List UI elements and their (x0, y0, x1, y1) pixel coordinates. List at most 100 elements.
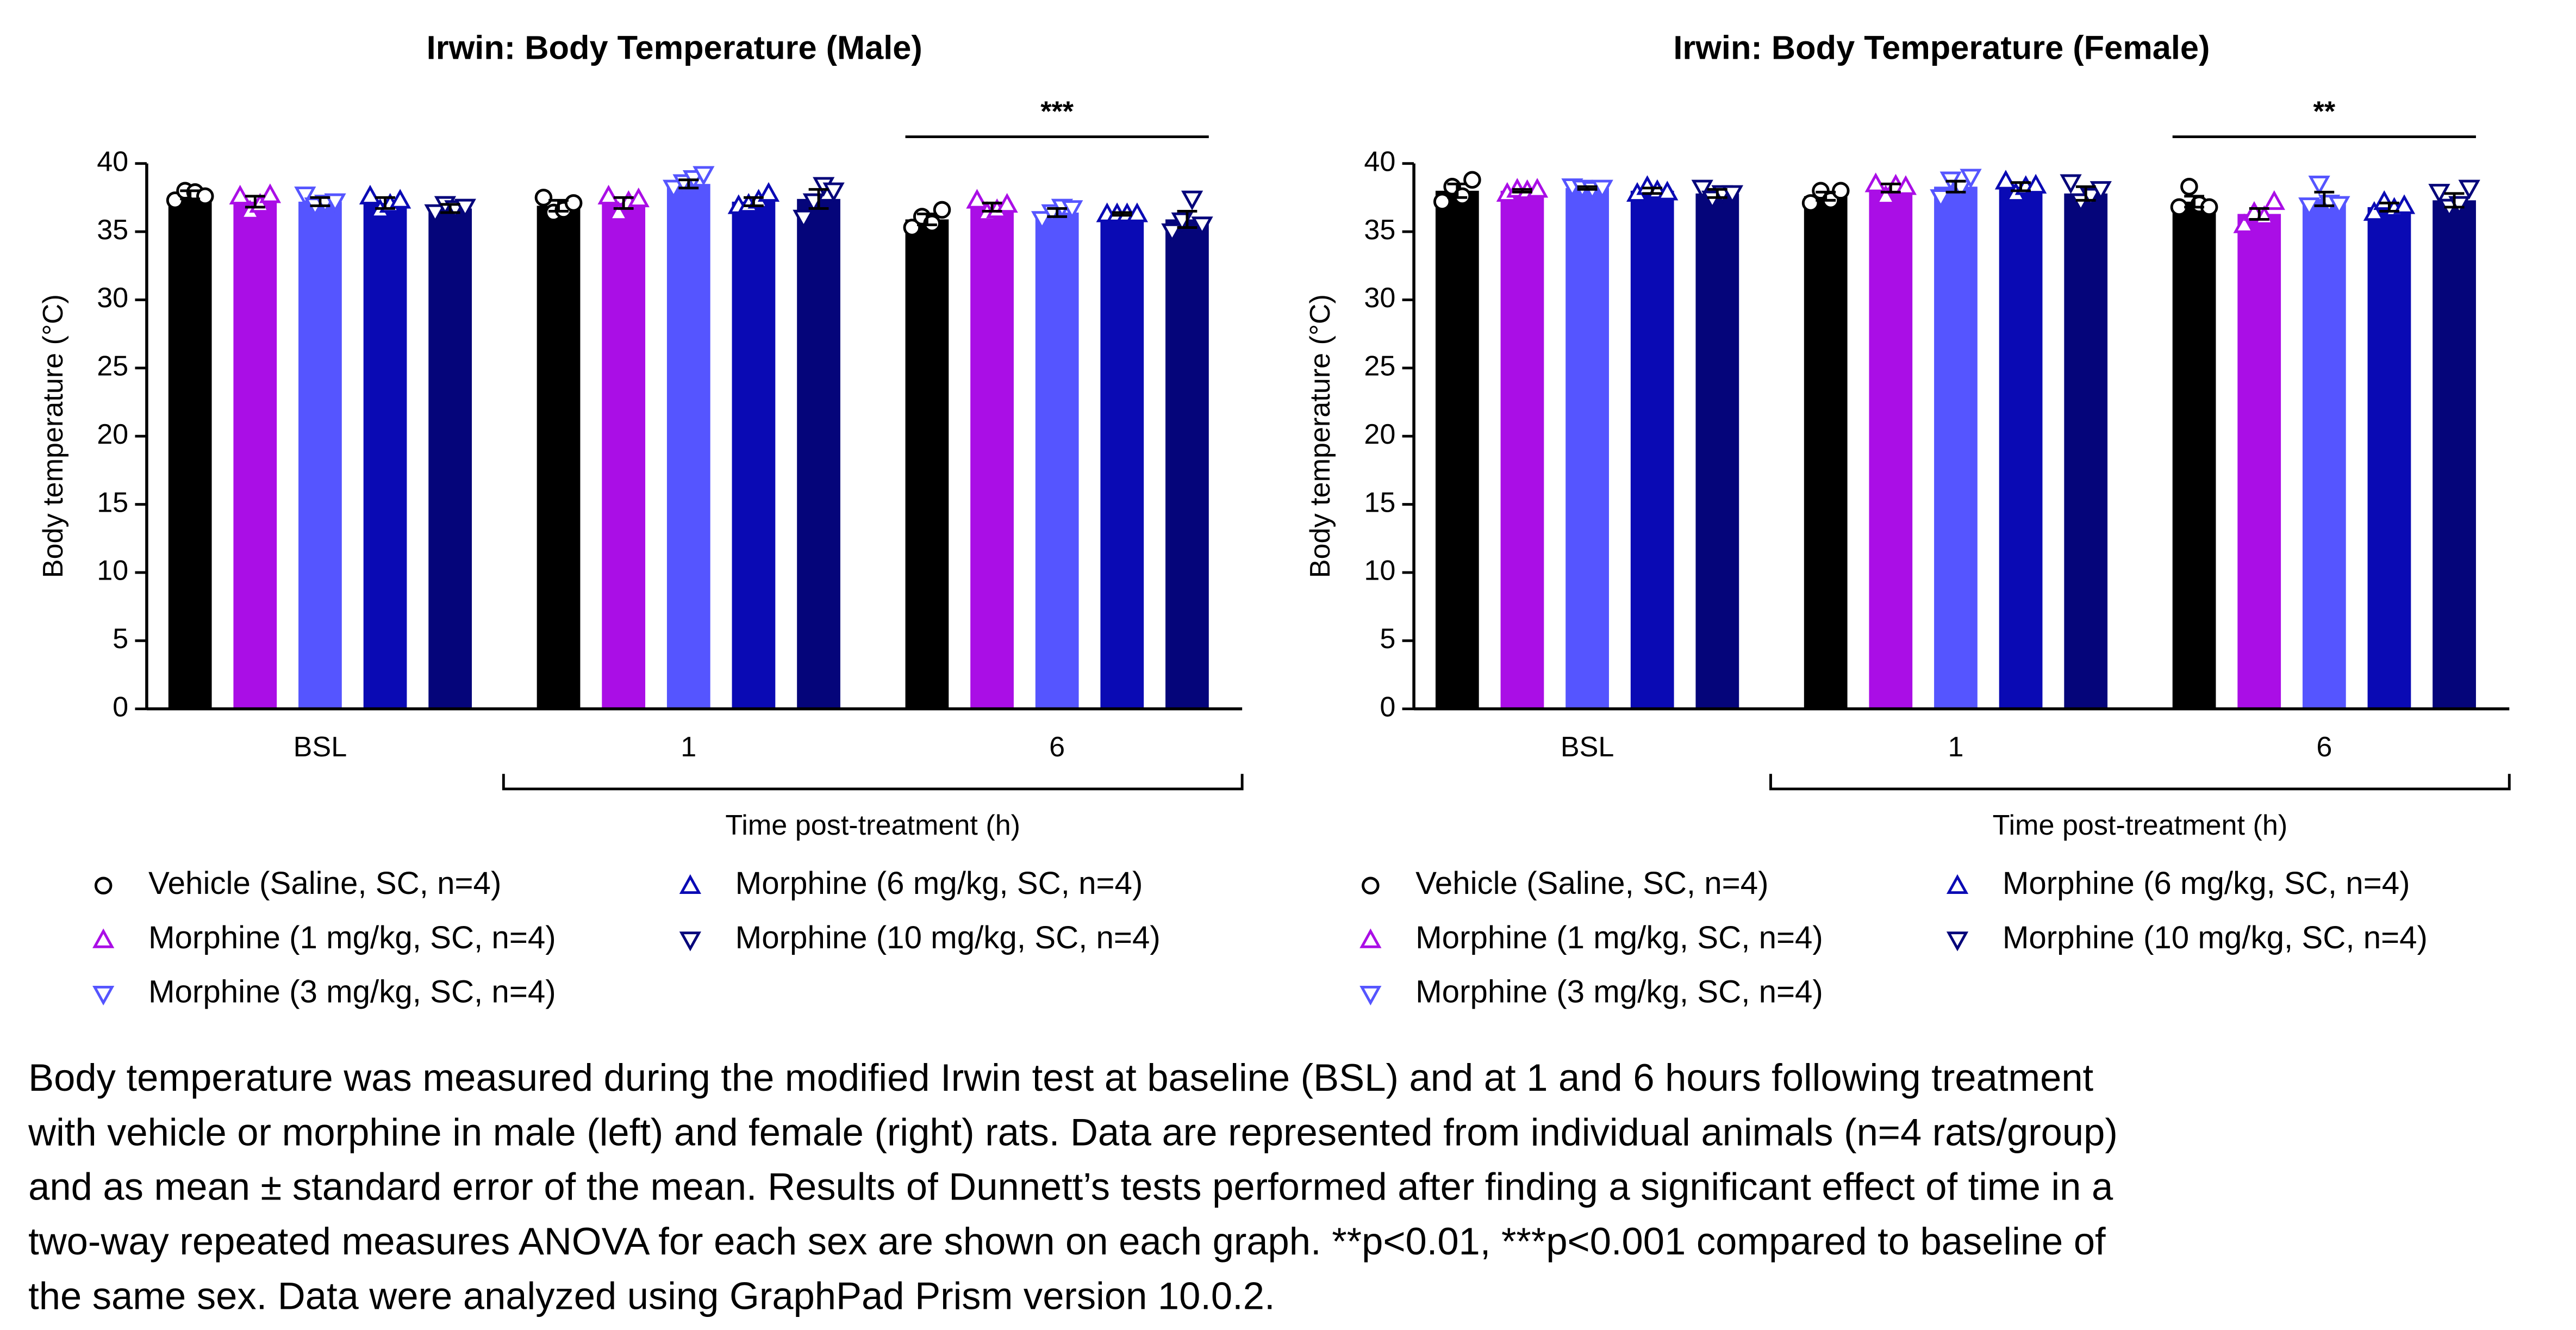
data-point (424, 204, 446, 224)
legend-marker (679, 931, 701, 952)
data-point (1433, 192, 1451, 211)
x-axis-label: Time post-treatment (h) (1993, 810, 2288, 841)
data-point (2308, 176, 2330, 196)
bar (1100, 214, 1144, 709)
bar (1695, 193, 1739, 709)
caption-line: with vehicle or morphine in male (left) … (28, 1110, 2118, 1153)
data-point (663, 179, 685, 200)
error-bar (1945, 179, 1966, 194)
data-point (1894, 175, 1917, 195)
data-point (1721, 185, 1744, 205)
error-bar (1577, 185, 1598, 191)
legend-marker (92, 985, 115, 1006)
data-point (1691, 179, 1713, 200)
x-tick-label: 6 (1049, 731, 1065, 763)
legend-label: Morphine (3 mg/kg, SC, n=4) (1415, 974, 1823, 1010)
bar (168, 195, 212, 709)
data-point (966, 189, 988, 209)
data-point (1832, 182, 1850, 200)
y-tick-label: 10 (1364, 555, 1395, 587)
significance-label: ** (2313, 96, 2336, 127)
legend-label: Morphine (6 mg/kg, SC, n=4) (2003, 866, 2410, 901)
data-point (534, 189, 553, 207)
data-point (2393, 194, 2416, 214)
legend-marker (1362, 877, 1380, 895)
error-bar (2011, 181, 2031, 192)
bar (1035, 212, 1079, 709)
data-point (793, 209, 815, 229)
data-point (359, 184, 382, 205)
data-point (996, 192, 1018, 213)
y-axis-label: Body temperature (°C) (38, 294, 69, 578)
data-point (324, 193, 346, 213)
error-bar (1642, 187, 1663, 195)
y-tick-label: 40 (97, 146, 128, 177)
data-point (259, 183, 282, 203)
bar (1934, 187, 1978, 709)
data-point (294, 187, 316, 207)
bar (2367, 207, 2411, 709)
data-point (1526, 178, 1549, 198)
data-point (1463, 171, 1481, 189)
data-point (2090, 181, 2112, 201)
data-point (1864, 172, 1887, 192)
y-tick-label: 40 (1364, 146, 1395, 177)
error-bar (440, 203, 460, 214)
data-point (597, 184, 620, 205)
bar (2432, 200, 2476, 709)
data-point (2263, 190, 2285, 210)
bar (428, 208, 472, 709)
y-tick-label: 30 (1364, 282, 1395, 314)
error-bar (2184, 195, 2204, 209)
y-tick-label: 25 (1364, 351, 1395, 382)
data-point (2363, 201, 2385, 221)
y-tick-label: 0 (113, 691, 128, 723)
y-axis-label: Body temperature (°C) (1305, 294, 1336, 578)
x-tick-label: BSL (1561, 731, 1614, 763)
y-tick-label: 20 (1364, 419, 1395, 450)
data-point (2060, 174, 2082, 194)
data-point (903, 219, 921, 237)
error-bar (310, 196, 330, 207)
x-bracket (1769, 774, 2511, 791)
caption-line: and as mean ± standard error of the mean… (28, 1165, 2113, 1208)
legend-marker (1359, 985, 1382, 1006)
error-bar (1177, 209, 1197, 229)
data-point (1656, 181, 1679, 201)
legend-label: Morphine (1 mg/kg, SC, n=4) (1415, 920, 1823, 955)
bar (363, 203, 407, 709)
bar (1999, 187, 2043, 709)
y-tick-label: 20 (97, 419, 128, 450)
data-point (2233, 213, 2255, 233)
legend-marker (1359, 928, 1382, 948)
error-bar (180, 189, 201, 201)
y-tick-label: 35 (1364, 214, 1395, 246)
y-tick-label: 0 (1380, 691, 1395, 723)
bar (905, 219, 949, 709)
bar (602, 203, 646, 709)
error-bar (1512, 188, 1532, 194)
bar (732, 201, 776, 709)
data-point (693, 166, 715, 186)
data-point (389, 189, 411, 209)
error-bar (2314, 190, 2335, 207)
data-point (822, 182, 845, 202)
x-tick-label: 6 (2316, 731, 2332, 763)
x-bracket (502, 774, 1244, 791)
y-tick-label: 5 (113, 623, 128, 655)
error-bar (678, 178, 699, 190)
data-point (1801, 194, 1820, 212)
legend-label: Morphine (10 mg/kg, SC, n=4) (2003, 920, 2428, 955)
legend-marker (94, 877, 113, 895)
data-point (1930, 189, 1952, 209)
error-bar (2379, 201, 2399, 213)
data-point (607, 201, 630, 221)
y-tick-label: 30 (97, 282, 128, 314)
bar (797, 198, 840, 709)
caption-line: two-way repeated measures ANOVA for each… (28, 1220, 2106, 1263)
error-bar (548, 198, 569, 213)
error-bar (808, 188, 829, 210)
caption-line: Body temperature was measured during the… (28, 1056, 2093, 1099)
